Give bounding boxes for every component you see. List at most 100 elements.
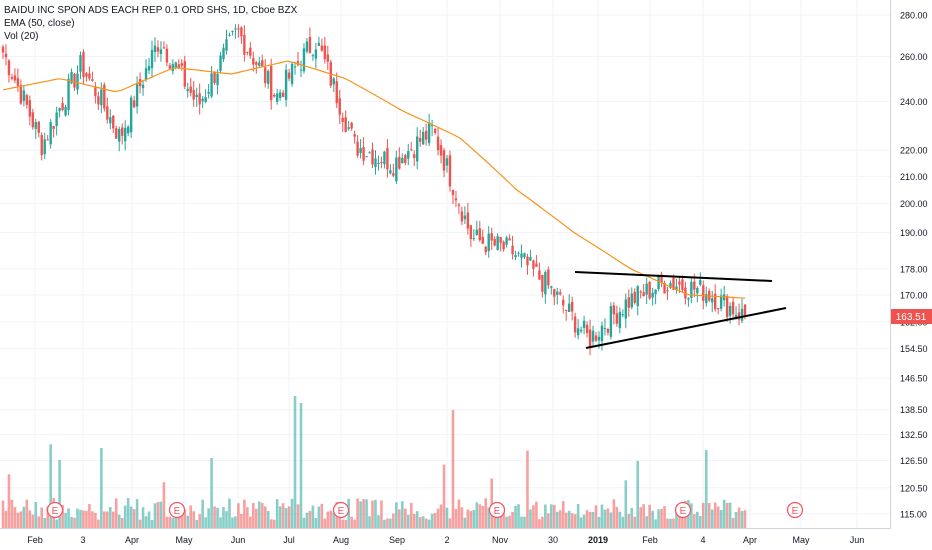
candle-body — [487, 233, 490, 252]
candle-body — [4, 53, 8, 58]
candle-body — [532, 260, 535, 269]
earnings-marker[interactable]: E — [332, 501, 350, 519]
volume-bar — [403, 508, 407, 528]
earnings-marker[interactable]: E — [786, 501, 804, 519]
volume-bar — [666, 518, 669, 528]
volume-bar — [541, 516, 544, 528]
volume-bar — [743, 510, 747, 528]
price-axis[interactable]: 280.00 260.00 240.00 220.00 210.00 200.00 190.… — [900, 11, 928, 520]
candle-body — [657, 276, 660, 290]
candle-body — [153, 45, 157, 53]
candle-body — [645, 283, 648, 295]
candle-body — [317, 42, 321, 46]
volume-bar — [192, 511, 196, 528]
candle-body — [162, 47, 166, 49]
candle-body — [445, 158, 449, 166]
candle-body — [40, 134, 43, 156]
volume-bar — [240, 513, 243, 528]
candle-body — [612, 305, 616, 315]
volume-bar — [609, 512, 613, 528]
volume-bar — [252, 503, 255, 528]
volume-bar — [171, 517, 175, 528]
volume-bar — [210, 458, 213, 528]
candle-body — [341, 117, 344, 122]
candle-body — [177, 64, 181, 69]
volume-bar — [114, 498, 118, 528]
volume-bar — [317, 506, 321, 528]
candle-body — [505, 237, 508, 245]
candle-body — [725, 296, 729, 318]
volume-bar — [713, 502, 717, 528]
volume-bar — [108, 507, 112, 528]
volume-bar — [645, 516, 648, 528]
volume-bar — [70, 516, 73, 528]
x-tick-label: 2 — [444, 535, 449, 545]
candle-body — [687, 298, 690, 300]
volume-bar — [415, 511, 419, 528]
candle-body — [171, 64, 175, 72]
earnings-marker[interactable]: E — [674, 501, 692, 519]
volume-bar — [627, 513, 631, 528]
volume-bar — [159, 501, 163, 528]
candle-body — [79, 55, 82, 72]
volume-bar — [639, 507, 643, 528]
candle-body — [541, 274, 544, 292]
volume-bar — [216, 507, 219, 528]
volume-bar — [603, 509, 607, 528]
candle-body — [344, 117, 347, 132]
volume-bar — [272, 519, 276, 528]
candle-body — [639, 291, 642, 293]
y-tick-label: 178.00 — [900, 265, 928, 275]
volume-bar — [439, 504, 443, 528]
candle-body — [401, 157, 404, 164]
candle-body — [118, 128, 121, 142]
volume-bar — [550, 504, 553, 528]
y-tick-label: 280.00 — [900, 11, 928, 21]
candle-body — [624, 299, 628, 319]
earnings-marker[interactable]: E — [46, 501, 64, 519]
candle-body — [439, 145, 443, 156]
volume-bar — [165, 516, 169, 528]
candle-body — [460, 211, 464, 222]
volume-bar — [499, 513, 502, 528]
volume-bar — [350, 516, 353, 528]
candle-body — [165, 48, 169, 63]
time-axis[interactable]: Feb 3 Apr May Jun Jul Aug Sep 2 Nov 30 2019 Feb 4 Apr M… — [27, 535, 864, 545]
candle-body — [609, 306, 613, 337]
y-tick-label: 120.50 — [900, 483, 928, 493]
volume-bar — [249, 516, 252, 528]
candle-body — [61, 103, 64, 110]
x-tick-label: Feb — [642, 535, 658, 545]
candle-body — [82, 51, 85, 78]
volume-bar — [88, 503, 91, 528]
volume-bar — [183, 509, 187, 528]
volume-bar — [675, 509, 678, 528]
candle-body — [579, 329, 583, 332]
candle-body — [25, 95, 29, 105]
candle-body — [323, 45, 327, 60]
volume-bar — [180, 506, 184, 528]
volume-bar — [657, 509, 660, 528]
volume-bar — [204, 517, 207, 528]
candle-body — [302, 48, 306, 72]
candle-body — [189, 86, 192, 93]
earnings-marker[interactable]: E — [168, 501, 186, 519]
volume-bar — [699, 515, 702, 528]
volume-bar — [275, 499, 279, 528]
volume-bar — [669, 518, 672, 528]
volume-bar — [570, 513, 574, 528]
candle-body — [594, 335, 598, 341]
candle-body — [141, 84, 145, 89]
volume-bar — [472, 509, 476, 528]
candle-body — [472, 238, 476, 240]
volume-bar — [672, 518, 675, 528]
volume-bar — [734, 511, 738, 528]
volume-bar — [696, 511, 699, 528]
volume-bar — [600, 504, 604, 528]
earnings-marker-label: E — [52, 506, 59, 517]
volume-bar — [377, 515, 380, 528]
y-tick-label: 260.00 — [900, 52, 928, 62]
earnings-marker[interactable]: E — [488, 501, 506, 519]
